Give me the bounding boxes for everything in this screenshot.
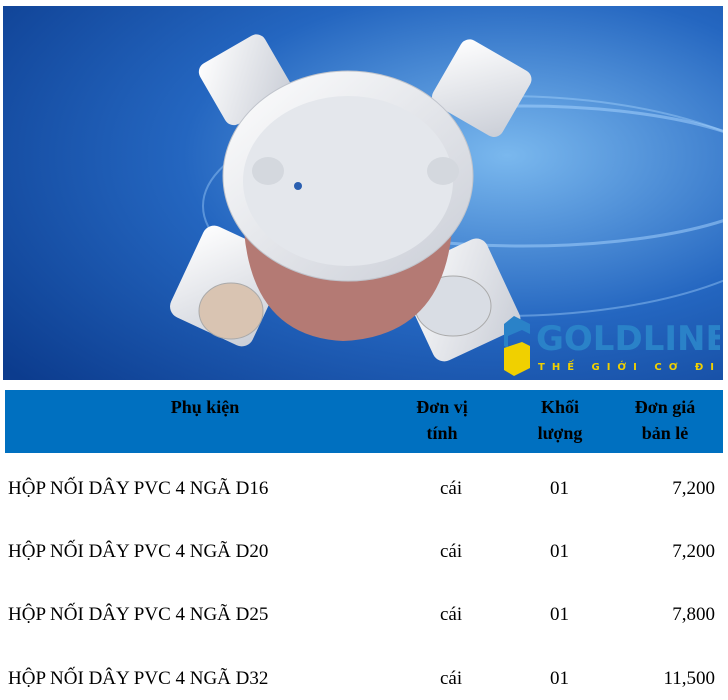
weight: 01 bbox=[550, 668, 569, 689]
price: 7,200 bbox=[672, 541, 715, 562]
product-name: HỘP NỐI DÂY PVC 4 NGÃ D16 bbox=[8, 478, 269, 499]
svg-text:THẾ GIỚI CƠ ĐIỆN: THẾ GIỚI CƠ ĐIỆN bbox=[538, 358, 720, 373]
table-header: Phụ kiện Đơn vị tính Khối lượng Đơn giá … bbox=[5, 390, 723, 453]
table-row: HỘP NỐI DÂY PVC 4 NGÃ D32 cái 01 11,500 bbox=[0, 668, 728, 698]
table-row: HỘP NỐI DÂY PVC 4 NGÃ D20 cái 01 7,200 bbox=[0, 541, 728, 571]
header-price: Đơn giá bản lẻ bbox=[634, 397, 696, 443]
weight: 01 bbox=[550, 604, 569, 625]
product-name: HỘP NỐI DÂY PVC 4 NGÃ D32 bbox=[8, 668, 269, 689]
unit: cái bbox=[440, 668, 463, 689]
product-photo bbox=[3, 6, 723, 380]
junction-box bbox=[170, 34, 532, 362]
product-name: HỘP NỐI DÂY PVC 4 NGÃ D25 bbox=[8, 604, 269, 625]
table-row: HỘP NỐI DÂY PVC 4 NGÃ D16 cái 01 7,200 bbox=[0, 478, 728, 508]
goldline-watermark-logo: GOLDLINE THẾ GIỚI CƠ ĐIỆN bbox=[504, 316, 720, 376]
header-weight: Khối lượng bbox=[537, 397, 583, 443]
price: 11,500 bbox=[663, 668, 715, 689]
weight: 01 bbox=[550, 541, 569, 562]
header-product: Phụ kiện bbox=[170, 397, 240, 417]
header-unit: Đơn vị tính bbox=[416, 397, 468, 443]
price: 7,200 bbox=[672, 478, 715, 499]
weight: 01 bbox=[550, 478, 569, 499]
svg-text:GOLDLINE: GOLDLINE bbox=[536, 319, 720, 359]
table-row: HỘP NỐI DÂY PVC 4 NGÃ D25 cái 01 7,800 bbox=[0, 604, 728, 634]
price: 7,800 bbox=[672, 604, 715, 625]
unit: cái bbox=[440, 478, 463, 499]
unit: cái bbox=[440, 541, 463, 562]
unit: cái bbox=[440, 604, 463, 625]
product-name: HỘP NỐI DÂY PVC 4 NGÃ D20 bbox=[8, 541, 269, 562]
